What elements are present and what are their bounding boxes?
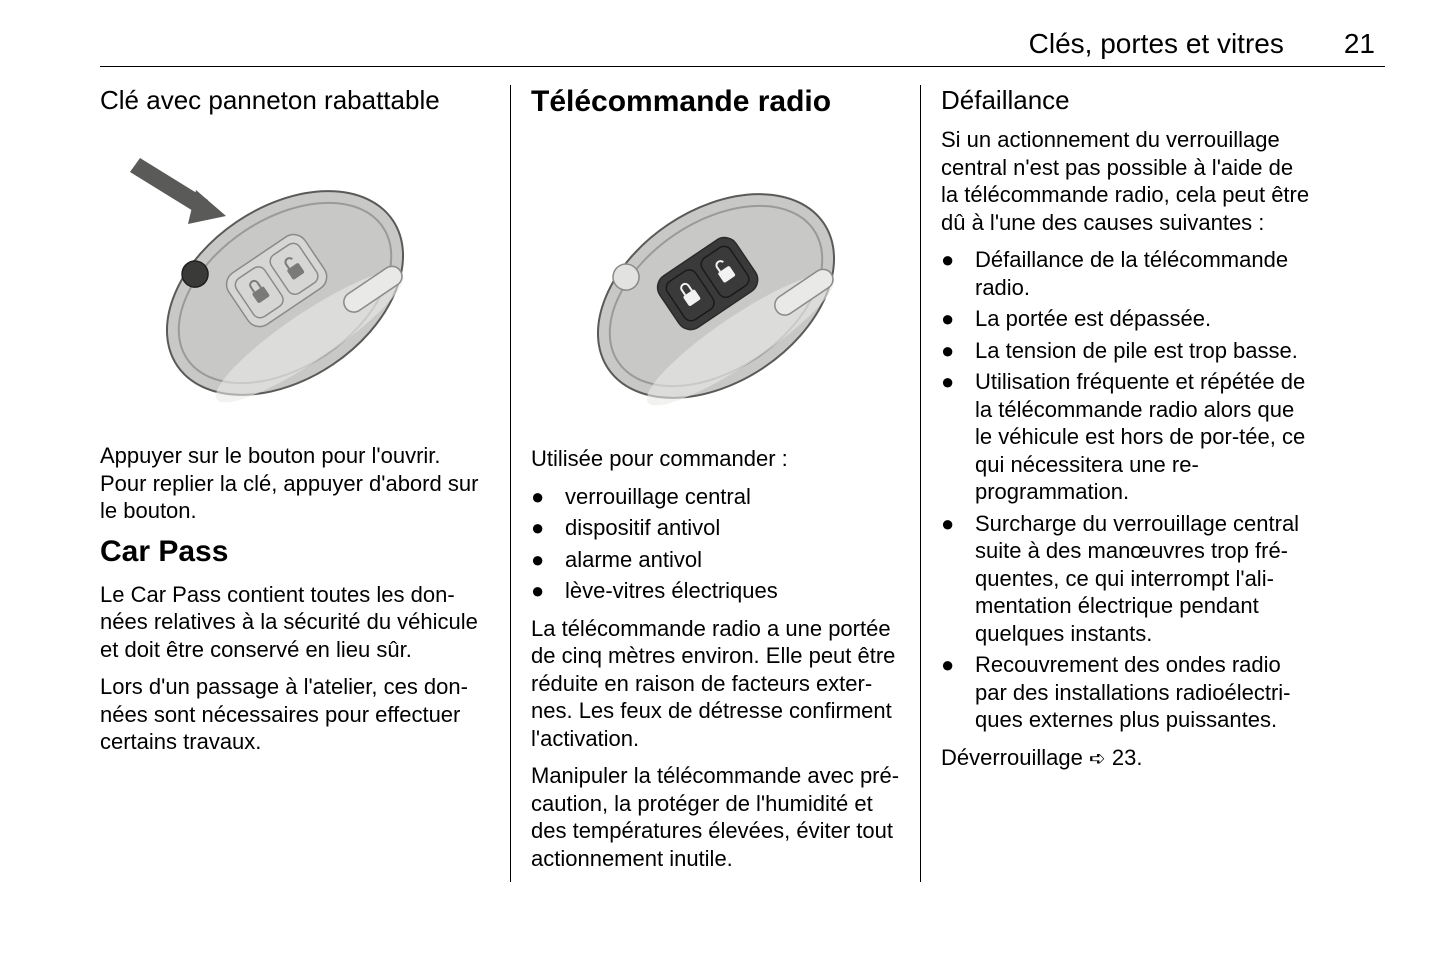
bullet-text: dispositif antivol: [565, 514, 900, 542]
col2-p1: Utilisée pour commander :: [531, 445, 900, 473]
col1-h2-carpass: Car Pass: [100, 535, 490, 569]
col1-p3: Lors d'un passage à l'atelier, ces don‐n…: [100, 673, 490, 756]
bullet-icon: ●: [531, 546, 565, 574]
list-item: ●lève-vitres électriques: [531, 577, 900, 605]
col1-heading: Clé avec panneton rabattable: [100, 85, 490, 116]
bullet-icon: ●: [941, 246, 975, 301]
col2-p2: La télécommande radio a une portée de ci…: [531, 615, 900, 753]
col3-heading: Défaillance: [941, 85, 1310, 116]
bullet-text: lève-vitres électriques: [565, 577, 900, 605]
manual-page: Clés, portes et vitres 21 Clé avec panne…: [0, 0, 1445, 966]
col1-p2: Le Car Pass contient toutes les don‐nées…: [100, 581, 490, 664]
crossref-arrow-icon: ➪: [1089, 748, 1106, 770]
list-item: ●alarme antivol: [531, 546, 900, 574]
column-1: Clé avec panneton rabattable: [100, 85, 510, 882]
list-item: ●La tension de pile est trop basse.: [941, 337, 1310, 365]
list-item: ●Utilisation fréquente et répétée de la …: [941, 368, 1310, 506]
crossref-page: 23.: [1112, 745, 1143, 770]
page-header: Clés, portes et vitres 21: [100, 28, 1385, 67]
bullet-icon: ●: [941, 337, 975, 365]
crossref-label: Déverrouillage: [941, 745, 1083, 770]
col1-p1: Appuyer sur le bouton pour l'ouvrir. Pou…: [100, 442, 490, 525]
bullet-icon: ●: [941, 305, 975, 333]
list-item: ●dispositif antivol: [531, 514, 900, 542]
content-columns: Clé avec panneton rabattable: [100, 85, 1385, 882]
header-section-title: Clés, portes et vitres: [1029, 28, 1284, 60]
bullet-text: Défaillance de la télécommande radio.: [975, 246, 1310, 301]
column-2: Télécommande radio: [510, 85, 920, 882]
list-item: ●verrouillage central: [531, 483, 900, 511]
bullet-icon: ●: [531, 483, 565, 511]
bullet-icon: ●: [531, 514, 565, 542]
bullet-icon: ●: [941, 510, 975, 648]
bullet-text: Surcharge du verrouillage central suite …: [975, 510, 1310, 648]
bullet-text: La tension de pile est trop basse.: [975, 337, 1310, 365]
column-3: Défaillance Si un actionnement du verrou…: [920, 85, 1330, 882]
bullet-icon: ●: [941, 368, 975, 506]
list-item: ●Recouvrement des ondes radio par des in…: [941, 651, 1310, 734]
col3-crossref: Déverrouillage ➪ 23.: [941, 744, 1310, 772]
remote-key-fob-icon: [531, 131, 901, 431]
bullet-text: Utilisation fréquente et répétée de la t…: [975, 368, 1310, 506]
col2-bullet-list: ●verrouillage central ●dispositif antivo…: [531, 483, 900, 605]
col3-bullet-list: ●Défaillance de la télécommande radio. ●…: [941, 246, 1310, 734]
list-item: ●La portée est dépassée.: [941, 305, 1310, 333]
col2-heading: Télécommande radio: [531, 85, 900, 119]
figure-remote-key: [531, 131, 901, 431]
list-item: ●Défaillance de la télécommande radio.: [941, 246, 1310, 301]
bullet-text: La portée est dépassée.: [975, 305, 1310, 333]
bullet-icon: ●: [531, 577, 565, 605]
bullet-icon: ●: [941, 651, 975, 734]
bullet-text: verrouillage central: [565, 483, 900, 511]
key-fob-arrow-icon: [100, 128, 470, 428]
col2-p3: Manipuler la télécommande avec pré‐cauti…: [531, 762, 900, 872]
bullet-text: Recouvrement des ondes radio par des ins…: [975, 651, 1310, 734]
list-item: ●Surcharge du verrouillage central suite…: [941, 510, 1310, 648]
col3-p1: Si un actionnement du verrouillage centr…: [941, 126, 1310, 236]
figure-folding-key: [100, 128, 470, 428]
bullet-text: alarme antivol: [565, 546, 900, 574]
header-page-number: 21: [1344, 28, 1375, 60]
